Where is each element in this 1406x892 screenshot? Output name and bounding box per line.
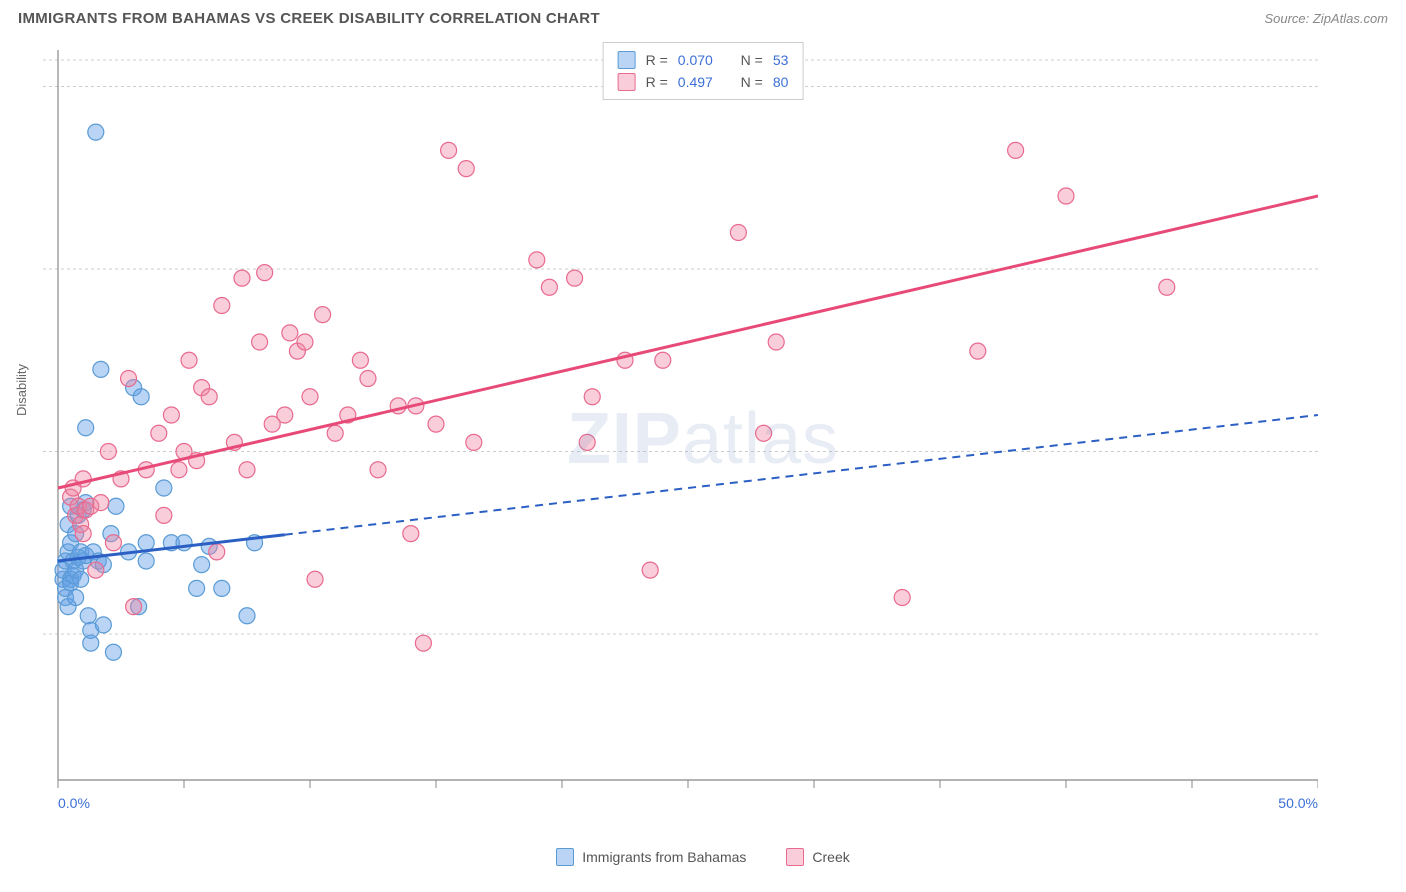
y-axis-label: Disability [14,364,29,416]
scatter-chart: 0.0%50.0%10.0%20.0%30.0%40.0% [18,40,1318,810]
legend-row: R = 0.070 N = 53 [618,49,789,71]
legend-row: R = 0.497 N = 80 [618,71,789,93]
series-legend: Immigrants from Bahamas Creek [18,848,1388,866]
source-label: Source: ZipAtlas.com [1264,11,1388,26]
r-value: 0.070 [678,52,713,68]
n-value: 80 [773,74,789,90]
legend-label: Creek [812,849,849,865]
legend-label: Immigrants from Bahamas [582,849,746,865]
legend-item: Immigrants from Bahamas [556,848,746,866]
n-value: 53 [773,52,789,68]
legend-swatch-icon [618,51,636,69]
chart-area: Disability 0.0%50.0%10.0%20.0%30.0%40.0%… [18,40,1388,872]
legend-swatch-icon [556,848,574,866]
legend-swatch-icon [786,848,804,866]
legend-item: Creek [786,848,849,866]
svg-text:50.0%: 50.0% [1278,795,1318,810]
header: IMMIGRANTS FROM BAHAMAS VS CREEK DISABIL… [0,0,1406,31]
r-value: 0.497 [678,74,713,90]
correlation-legend: R = 0.070 N = 53 R = 0.497 N = 80 [603,42,804,100]
chart-title: IMMIGRANTS FROM BAHAMAS VS CREEK DISABIL… [18,10,600,27]
svg-text:0.0%: 0.0% [58,795,90,810]
legend-swatch-icon [618,73,636,91]
